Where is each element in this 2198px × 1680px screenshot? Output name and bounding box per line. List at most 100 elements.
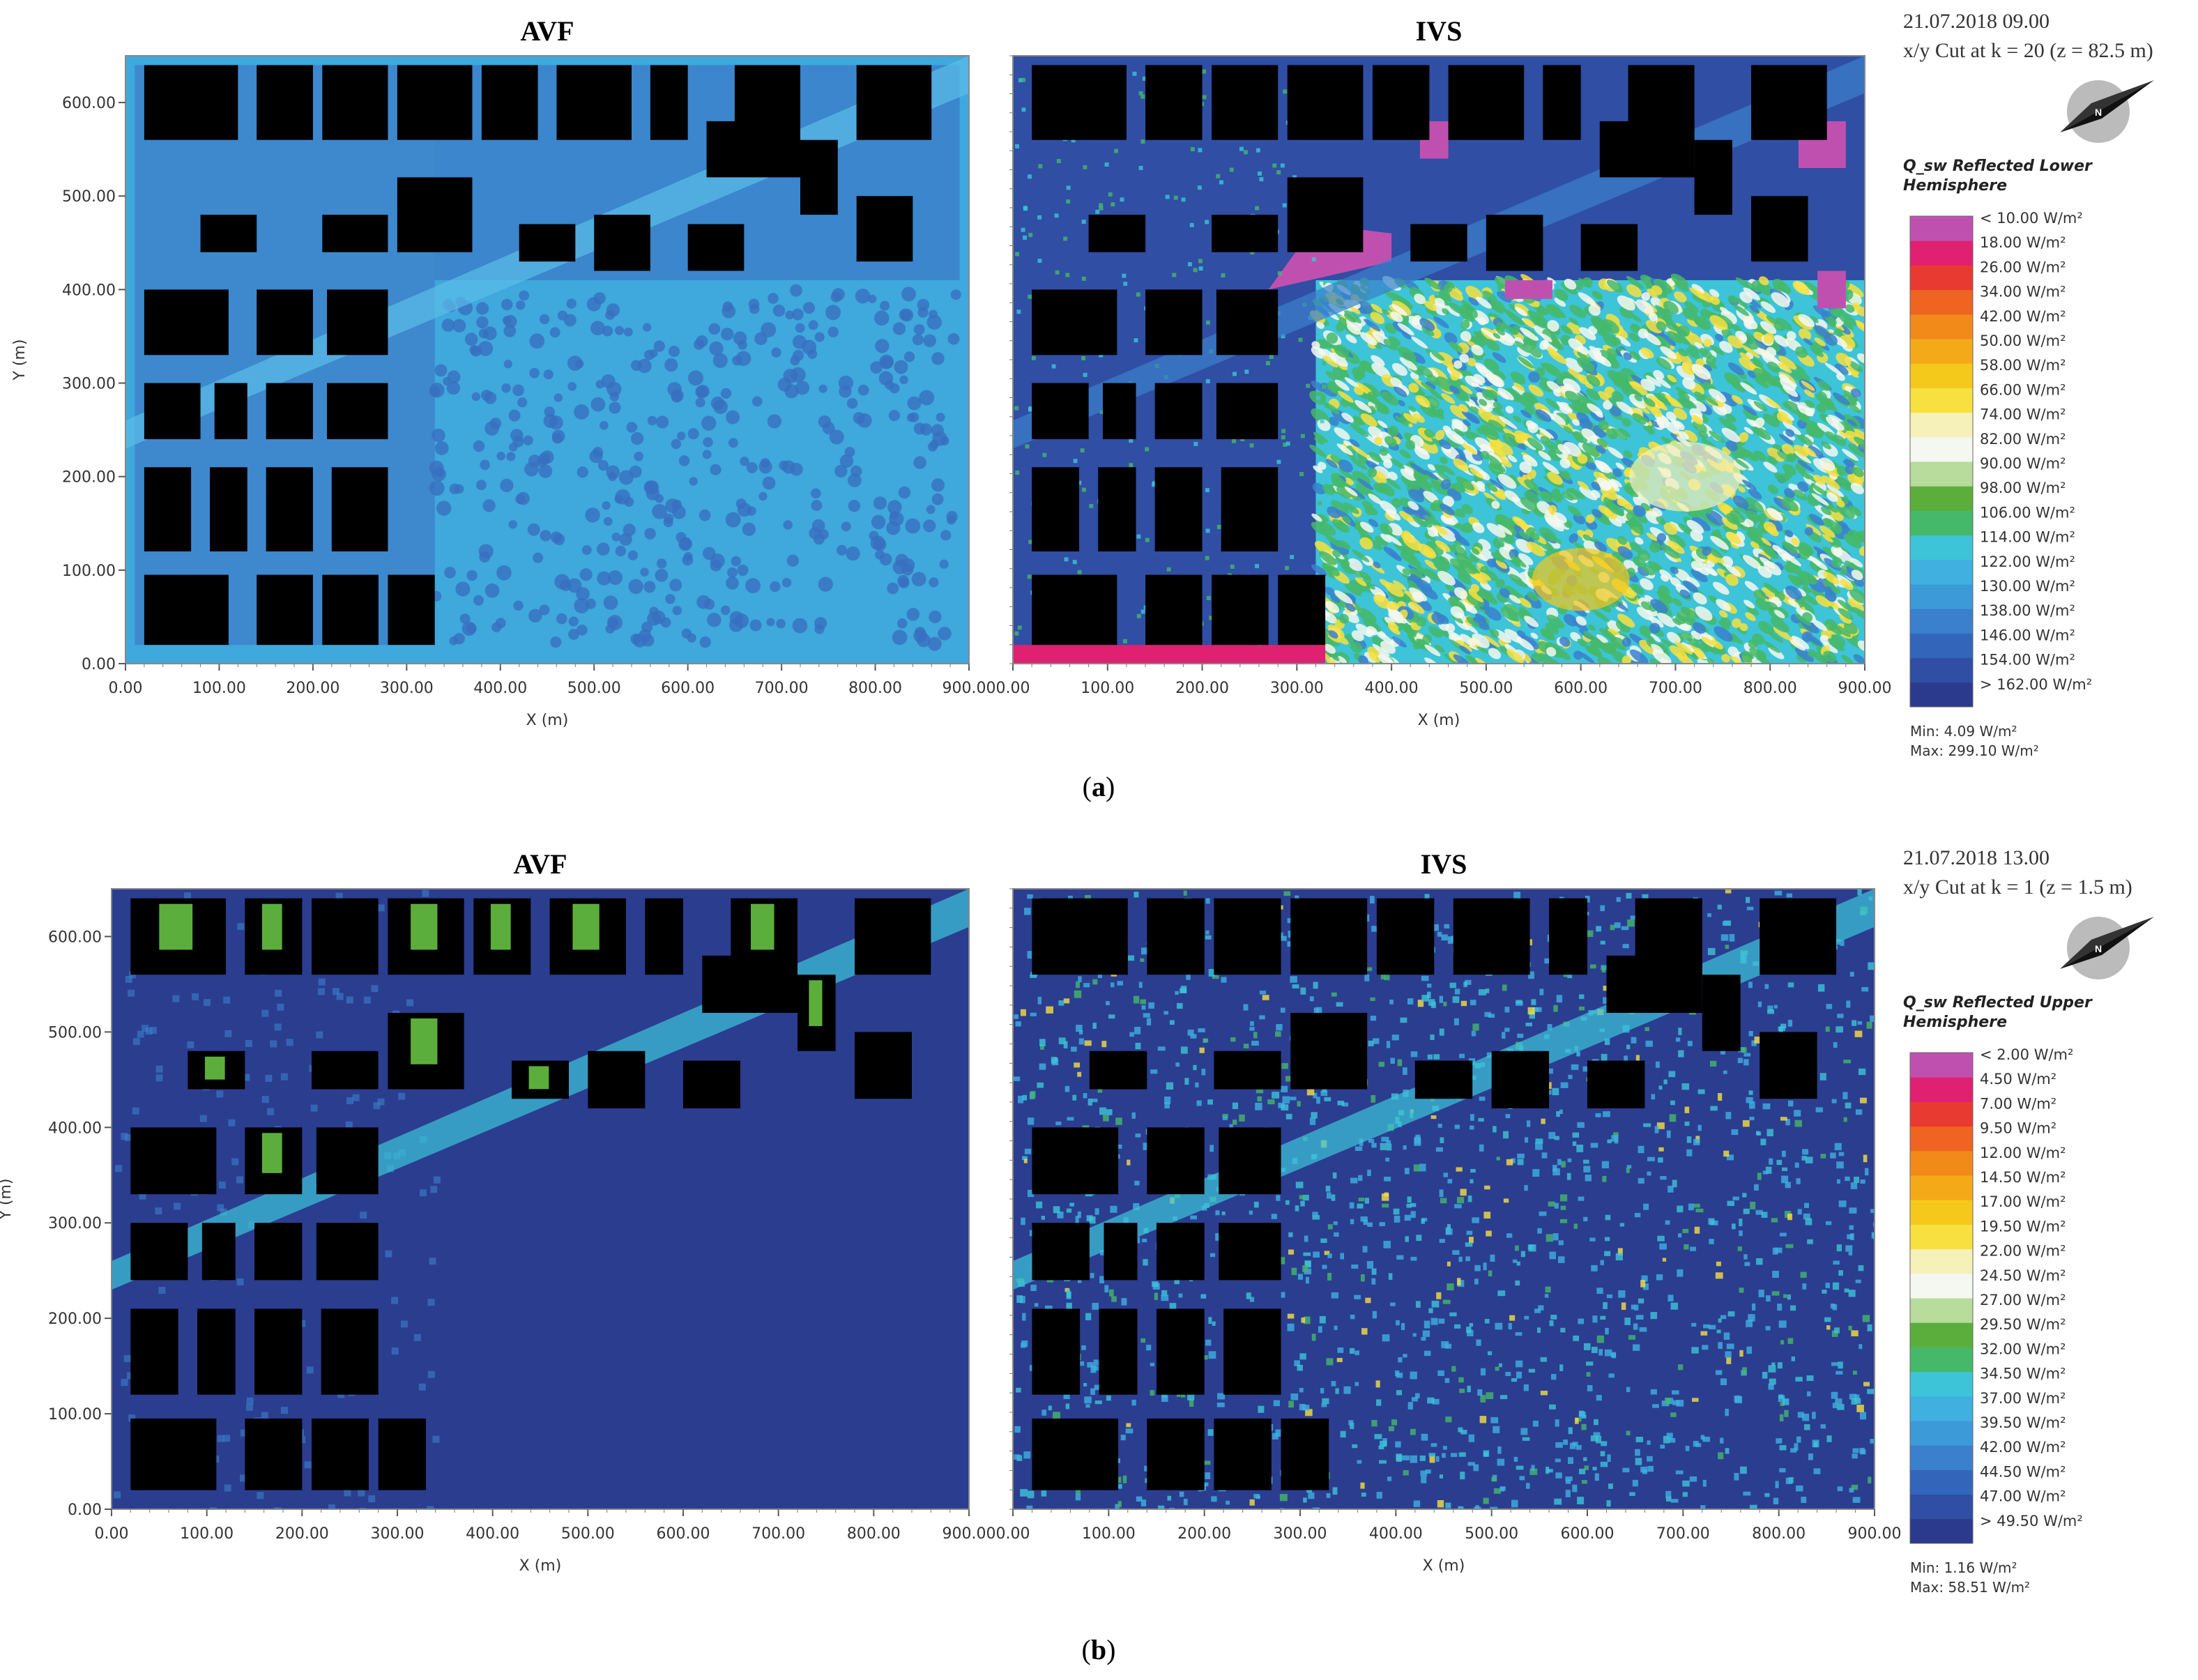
x-tick-label: 900.00	[1848, 1525, 1902, 1543]
building	[687, 224, 745, 271]
legend-label: 18.00 W/m²	[1980, 234, 2066, 251]
building	[1145, 574, 1203, 646]
legend-swatch	[1910, 1224, 1973, 1250]
building	[1410, 224, 1467, 262]
x-tick-label: 500.00	[567, 680, 621, 697]
legend-swatch	[1910, 1421, 1973, 1446]
legend-swatch	[1910, 216, 1973, 241]
building	[144, 574, 229, 646]
building	[1221, 467, 1279, 552]
y-axis-label: Y (m)	[0, 1178, 15, 1220]
x-tick-label: 200.00	[1177, 1525, 1231, 1543]
legend-label: 66.00 W/m²	[1980, 381, 2066, 398]
building	[1212, 65, 1279, 140]
x-tick-label: 700.00	[755, 680, 809, 697]
legend-label: 82.00 W/m²	[1980, 431, 2066, 448]
plot-frame	[111, 888, 970, 1510]
legend-swatch	[1910, 1175, 1973, 1200]
x-tick-label: 800.00	[848, 680, 902, 697]
legend-label: 32.00 W/m²	[1980, 1341, 2066, 1357]
x-axis-label: X (m)	[519, 1557, 562, 1575]
axes-3: IVS 0.00 100.00 200.00 300.00 400.00 500.00 600…	[996, 848, 1902, 1575]
legend-label: 114.00 W/m²	[1980, 529, 2075, 546]
building	[1278, 574, 1326, 646]
building	[1543, 65, 1581, 140]
building	[1376, 898, 1435, 975]
building	[322, 574, 379, 646]
y-tick-label: 400.00	[62, 282, 116, 299]
x-tick-label: 600.00	[1561, 1525, 1615, 1543]
building	[1147, 1418, 1205, 1490]
building	[683, 1060, 740, 1108]
building	[1214, 1051, 1281, 1090]
building	[200, 215, 257, 252]
legend-label: > 49.50 W/m²	[1980, 1513, 2083, 1529]
building	[1290, 898, 1368, 975]
cut-label: x/y Cut at k = 20 (z = 82.5 m)	[1903, 39, 2153, 62]
building	[312, 1418, 369, 1490]
building	[1032, 1127, 1119, 1195]
building	[257, 65, 313, 140]
y-tick-label: 100.00	[62, 563, 116, 580]
building	[1486, 215, 1543, 271]
building	[645, 898, 683, 975]
legend-label: 44.50 W/m²	[1980, 1463, 2066, 1480]
heatmap-3	[1012, 888, 1875, 1510]
legend-label: < 2.00 W/m²	[1980, 1046, 2073, 1063]
axes-2: AVF 0.00 100.00 200.00 300.00 400.00 500.00 600…	[0, 848, 995, 1575]
building	[556, 65, 632, 140]
building	[1157, 1223, 1205, 1281]
legend-swatch	[1910, 1518, 1973, 1544]
building	[397, 65, 473, 140]
x-tick-label: 0.00	[996, 1525, 1030, 1543]
x-tick-label: 0.00	[95, 1525, 129, 1543]
y-tick-label: 500.00	[48, 1024, 102, 1041]
building	[266, 467, 313, 552]
legend-label: 26.00 W/m²	[1980, 259, 2066, 275]
legend-swatch	[1910, 559, 1973, 585]
legend-label: 19.50 W/m²	[1980, 1218, 2066, 1235]
legend-label: 12.00 W/m²	[1980, 1145, 2066, 1161]
legend-swatch	[1910, 486, 1973, 511]
legend-label: 22.00 W/m²	[1980, 1243, 2066, 1260]
building	[130, 1418, 217, 1490]
x-tick-label: 600.00	[1554, 680, 1608, 697]
building	[1104, 1223, 1138, 1281]
chart-title: AVF	[513, 848, 567, 880]
building	[1216, 289, 1279, 356]
legend-swatch	[1910, 363, 1973, 388]
legend-label: 39.50 W/m²	[1980, 1414, 2066, 1431]
building	[1032, 1418, 1119, 1490]
legend-swatch	[1910, 1371, 1973, 1397]
building	[321, 1308, 379, 1395]
legend-swatch	[1910, 1469, 1973, 1495]
building	[1145, 65, 1203, 140]
legend-a: 21.07.2018 09.00 x/y Cut at k = 20 (z = 8…	[1903, 10, 2154, 759]
x-tick-label: 300.00	[380, 680, 434, 697]
legend-label: 122.00 W/m²	[1980, 553, 2075, 570]
building	[1702, 975, 1741, 1051]
building	[855, 1032, 912, 1099]
building	[1287, 65, 1364, 140]
building	[201, 1223, 236, 1281]
building	[800, 139, 838, 215]
legend-label: 90.00 W/m²	[1980, 455, 2066, 472]
legend-swatch	[1910, 1494, 1973, 1520]
building	[1032, 574, 1117, 646]
plot-frame	[125, 55, 970, 664]
legend-title: Hemisphere	[1903, 1014, 2007, 1031]
x-tick-label: 100.00	[180, 1525, 234, 1543]
legend-label: 9.50 W/m²	[1980, 1120, 2056, 1137]
x-tick-label: 0.00	[996, 680, 1030, 697]
max-label: Max: 58.51 W/m²	[1910, 1579, 2030, 1596]
building	[1032, 467, 1080, 552]
axes-layer: AVF 0.00 100.00 200.00 300.00 400.00 500.00 600…	[0, 15, 1901, 1575]
legend-swatch	[1910, 535, 1973, 560]
y-tick-label: 500.00	[62, 188, 116, 206]
legend-swatch	[1910, 584, 1973, 609]
legend-swatch	[1910, 1396, 1973, 1421]
building	[388, 574, 435, 646]
x-axis-label: X (m)	[1418, 712, 1460, 729]
legend-label: > 162.00 W/m²	[1980, 676, 2092, 693]
north-label: N	[2095, 943, 2102, 954]
